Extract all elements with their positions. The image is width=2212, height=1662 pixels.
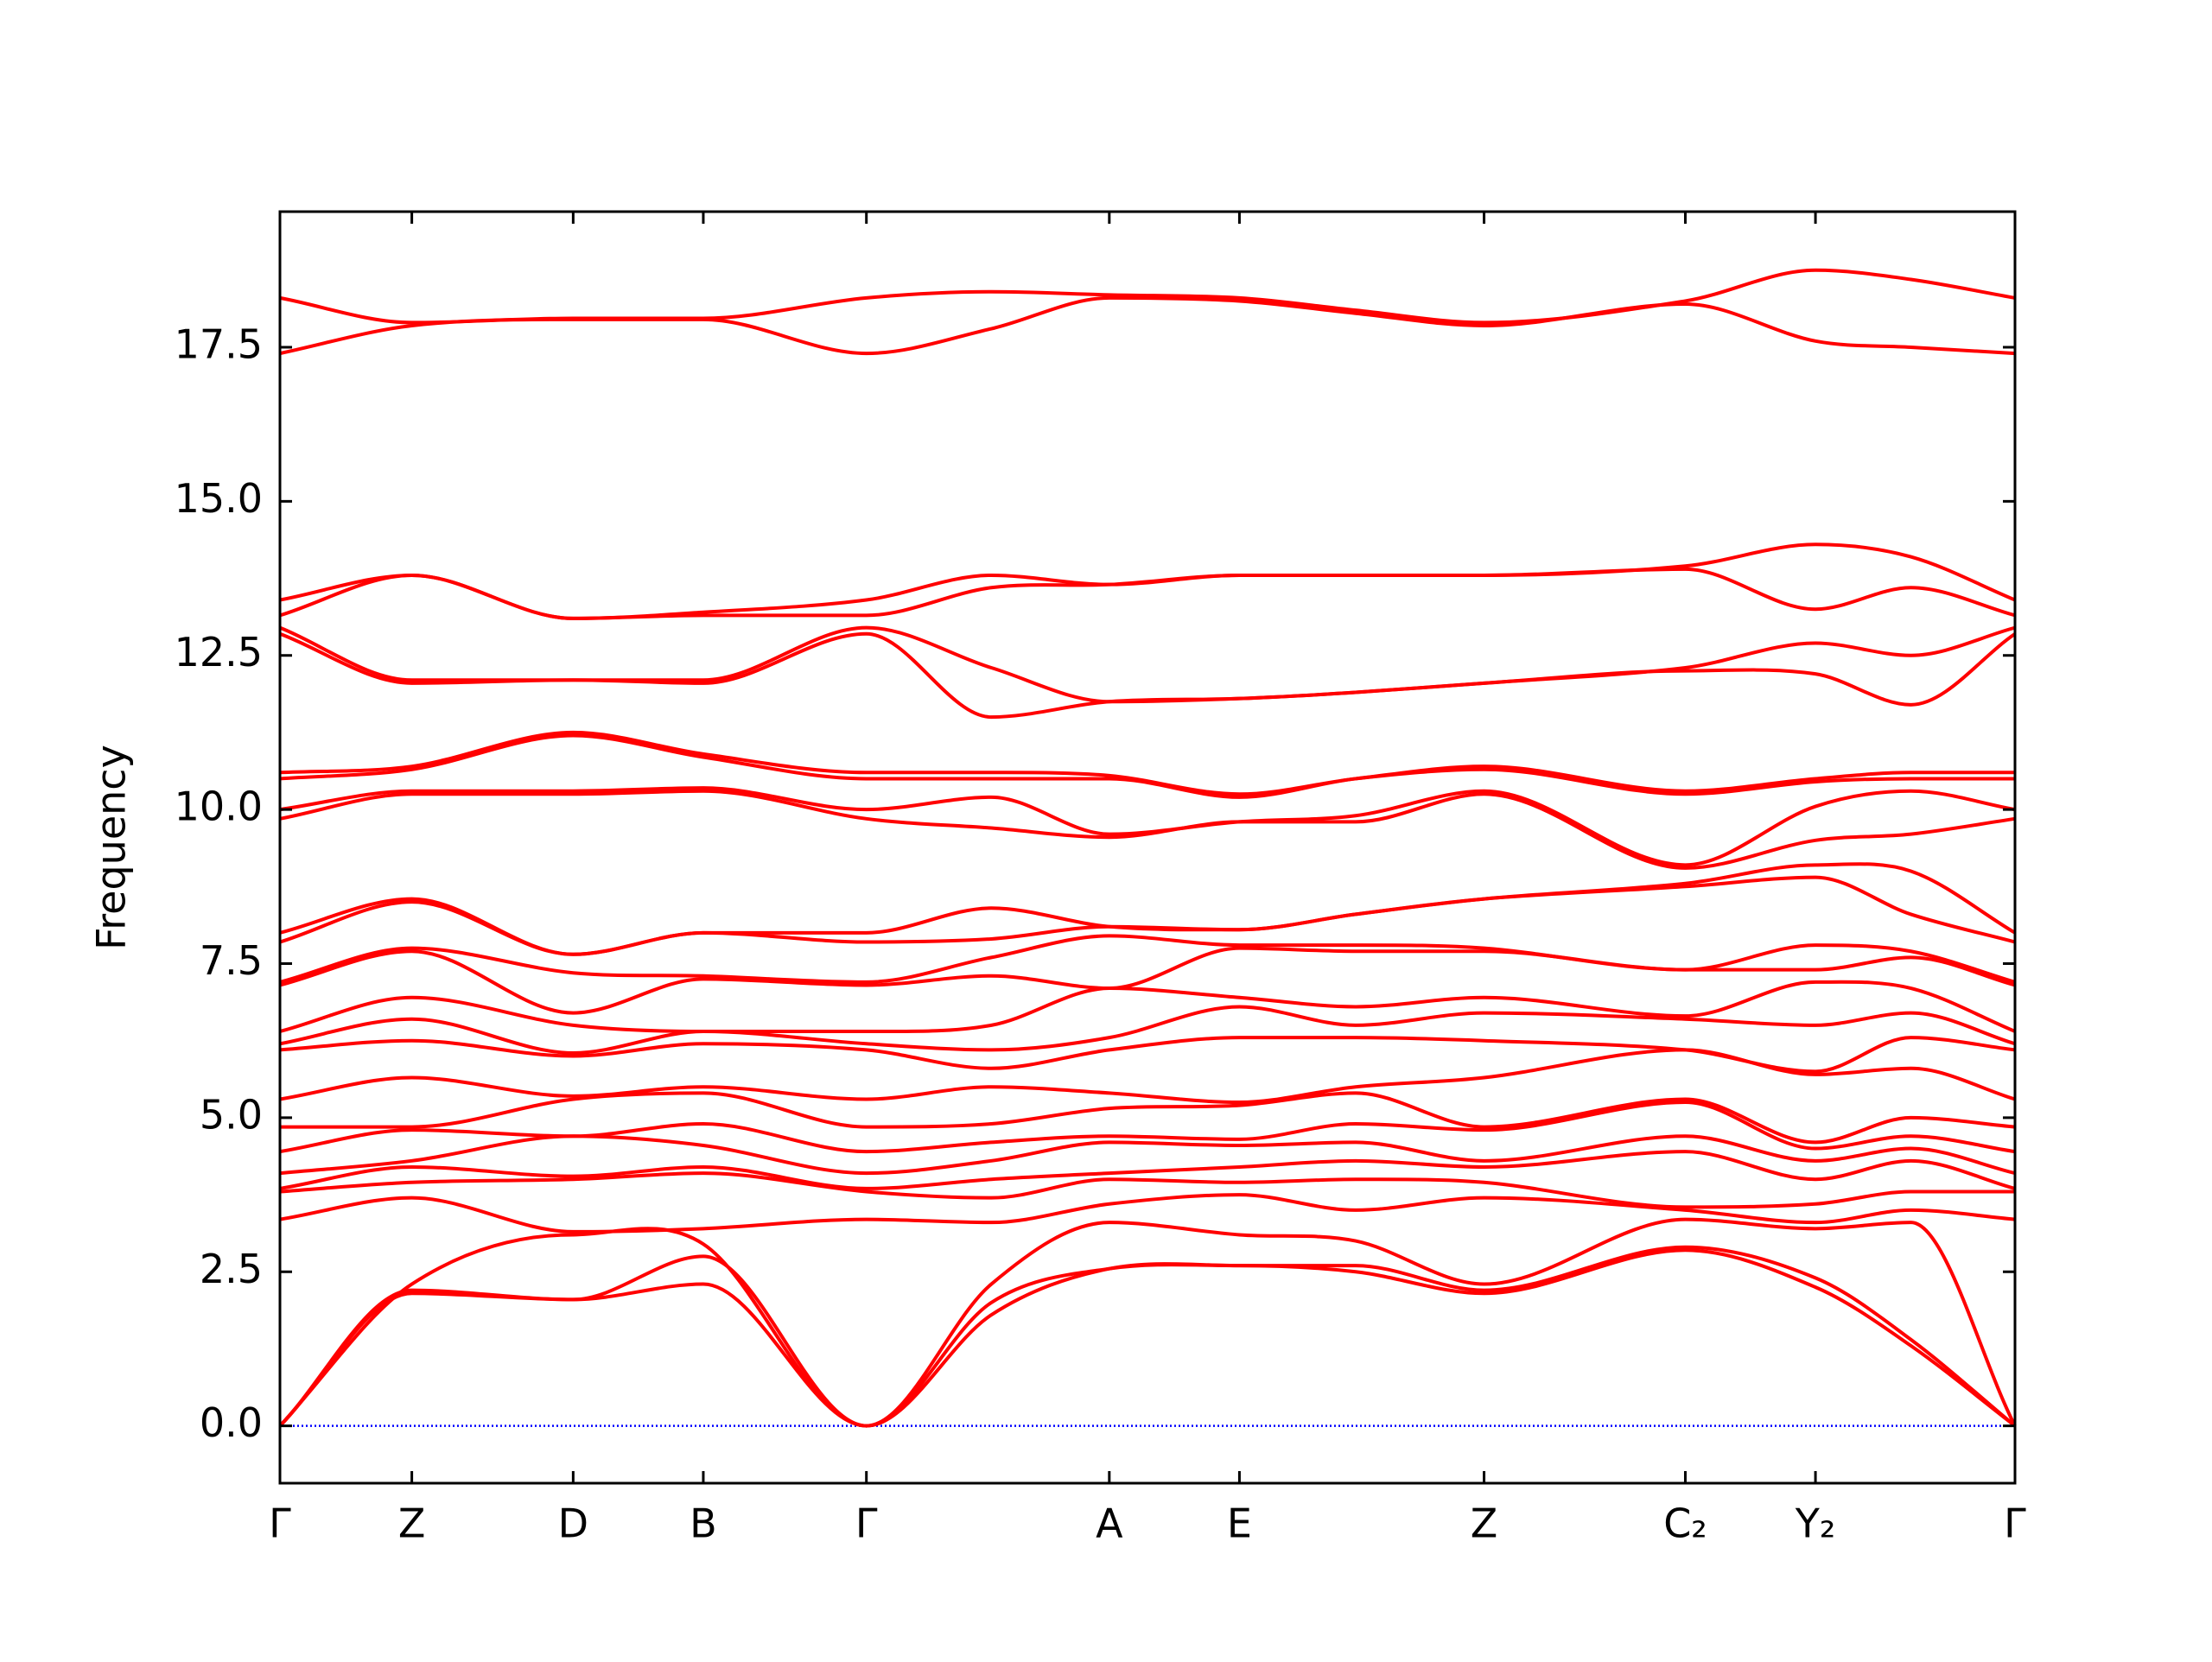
band-line xyxy=(279,631,2017,720)
x-tick-label: E xyxy=(1227,1500,1252,1547)
x-tick-label: Z xyxy=(1471,1500,1498,1547)
band-line xyxy=(279,1101,2016,1154)
y-tick-label: 7.5 xyxy=(200,937,263,984)
band-line xyxy=(279,862,2017,956)
y-tick-label: 17.5 xyxy=(175,320,263,367)
band-line xyxy=(279,789,2016,870)
band-line xyxy=(279,1171,2015,1209)
x-tick-label: B xyxy=(690,1500,717,1547)
band-line xyxy=(279,268,2016,325)
band-line xyxy=(279,730,2015,796)
x-tick-label: Γ xyxy=(855,1500,878,1547)
x-tick-label: A xyxy=(1096,1500,1123,1547)
band-line xyxy=(279,1150,2016,1190)
band-line xyxy=(279,1005,2016,1055)
x-tick-label: Z xyxy=(398,1500,426,1547)
band-line xyxy=(279,542,2016,620)
y-tick-label: 12.5 xyxy=(175,629,263,676)
y-tick-label: 10.0 xyxy=(175,783,263,830)
band-line xyxy=(279,1036,2016,1074)
x-tick-label: C₂ xyxy=(1663,1500,1707,1547)
band-line xyxy=(279,567,2016,620)
x-tick-label: Γ xyxy=(269,1500,291,1547)
band-line xyxy=(278,1217,2017,1428)
band-line xyxy=(279,786,2016,867)
band-line xyxy=(279,625,2016,704)
y-tick-label: 15.0 xyxy=(175,475,263,522)
band-line xyxy=(279,1193,2016,1234)
band-line xyxy=(279,1048,2016,1105)
y-axis-label: Frequency xyxy=(88,745,135,950)
band-line xyxy=(279,934,2016,984)
band-line xyxy=(279,946,2016,1015)
band-line xyxy=(279,733,2015,799)
plot-frame xyxy=(278,210,2017,1485)
x-tick-label: Y₂ xyxy=(1795,1500,1836,1547)
y-tick-label: 2.5 xyxy=(200,1246,263,1292)
band-line xyxy=(278,1248,2017,1428)
band-line xyxy=(278,1245,2017,1428)
band-line xyxy=(279,1091,2016,1145)
x-tick-label: D xyxy=(558,1500,588,1547)
y-tick-label: 0.0 xyxy=(200,1399,263,1446)
band-line xyxy=(279,875,2016,956)
x-tick-label: Γ xyxy=(2004,1500,2026,1547)
y-tick-label: 5.0 xyxy=(200,1091,263,1138)
band-line xyxy=(279,980,2016,1034)
band-line xyxy=(279,295,2016,356)
